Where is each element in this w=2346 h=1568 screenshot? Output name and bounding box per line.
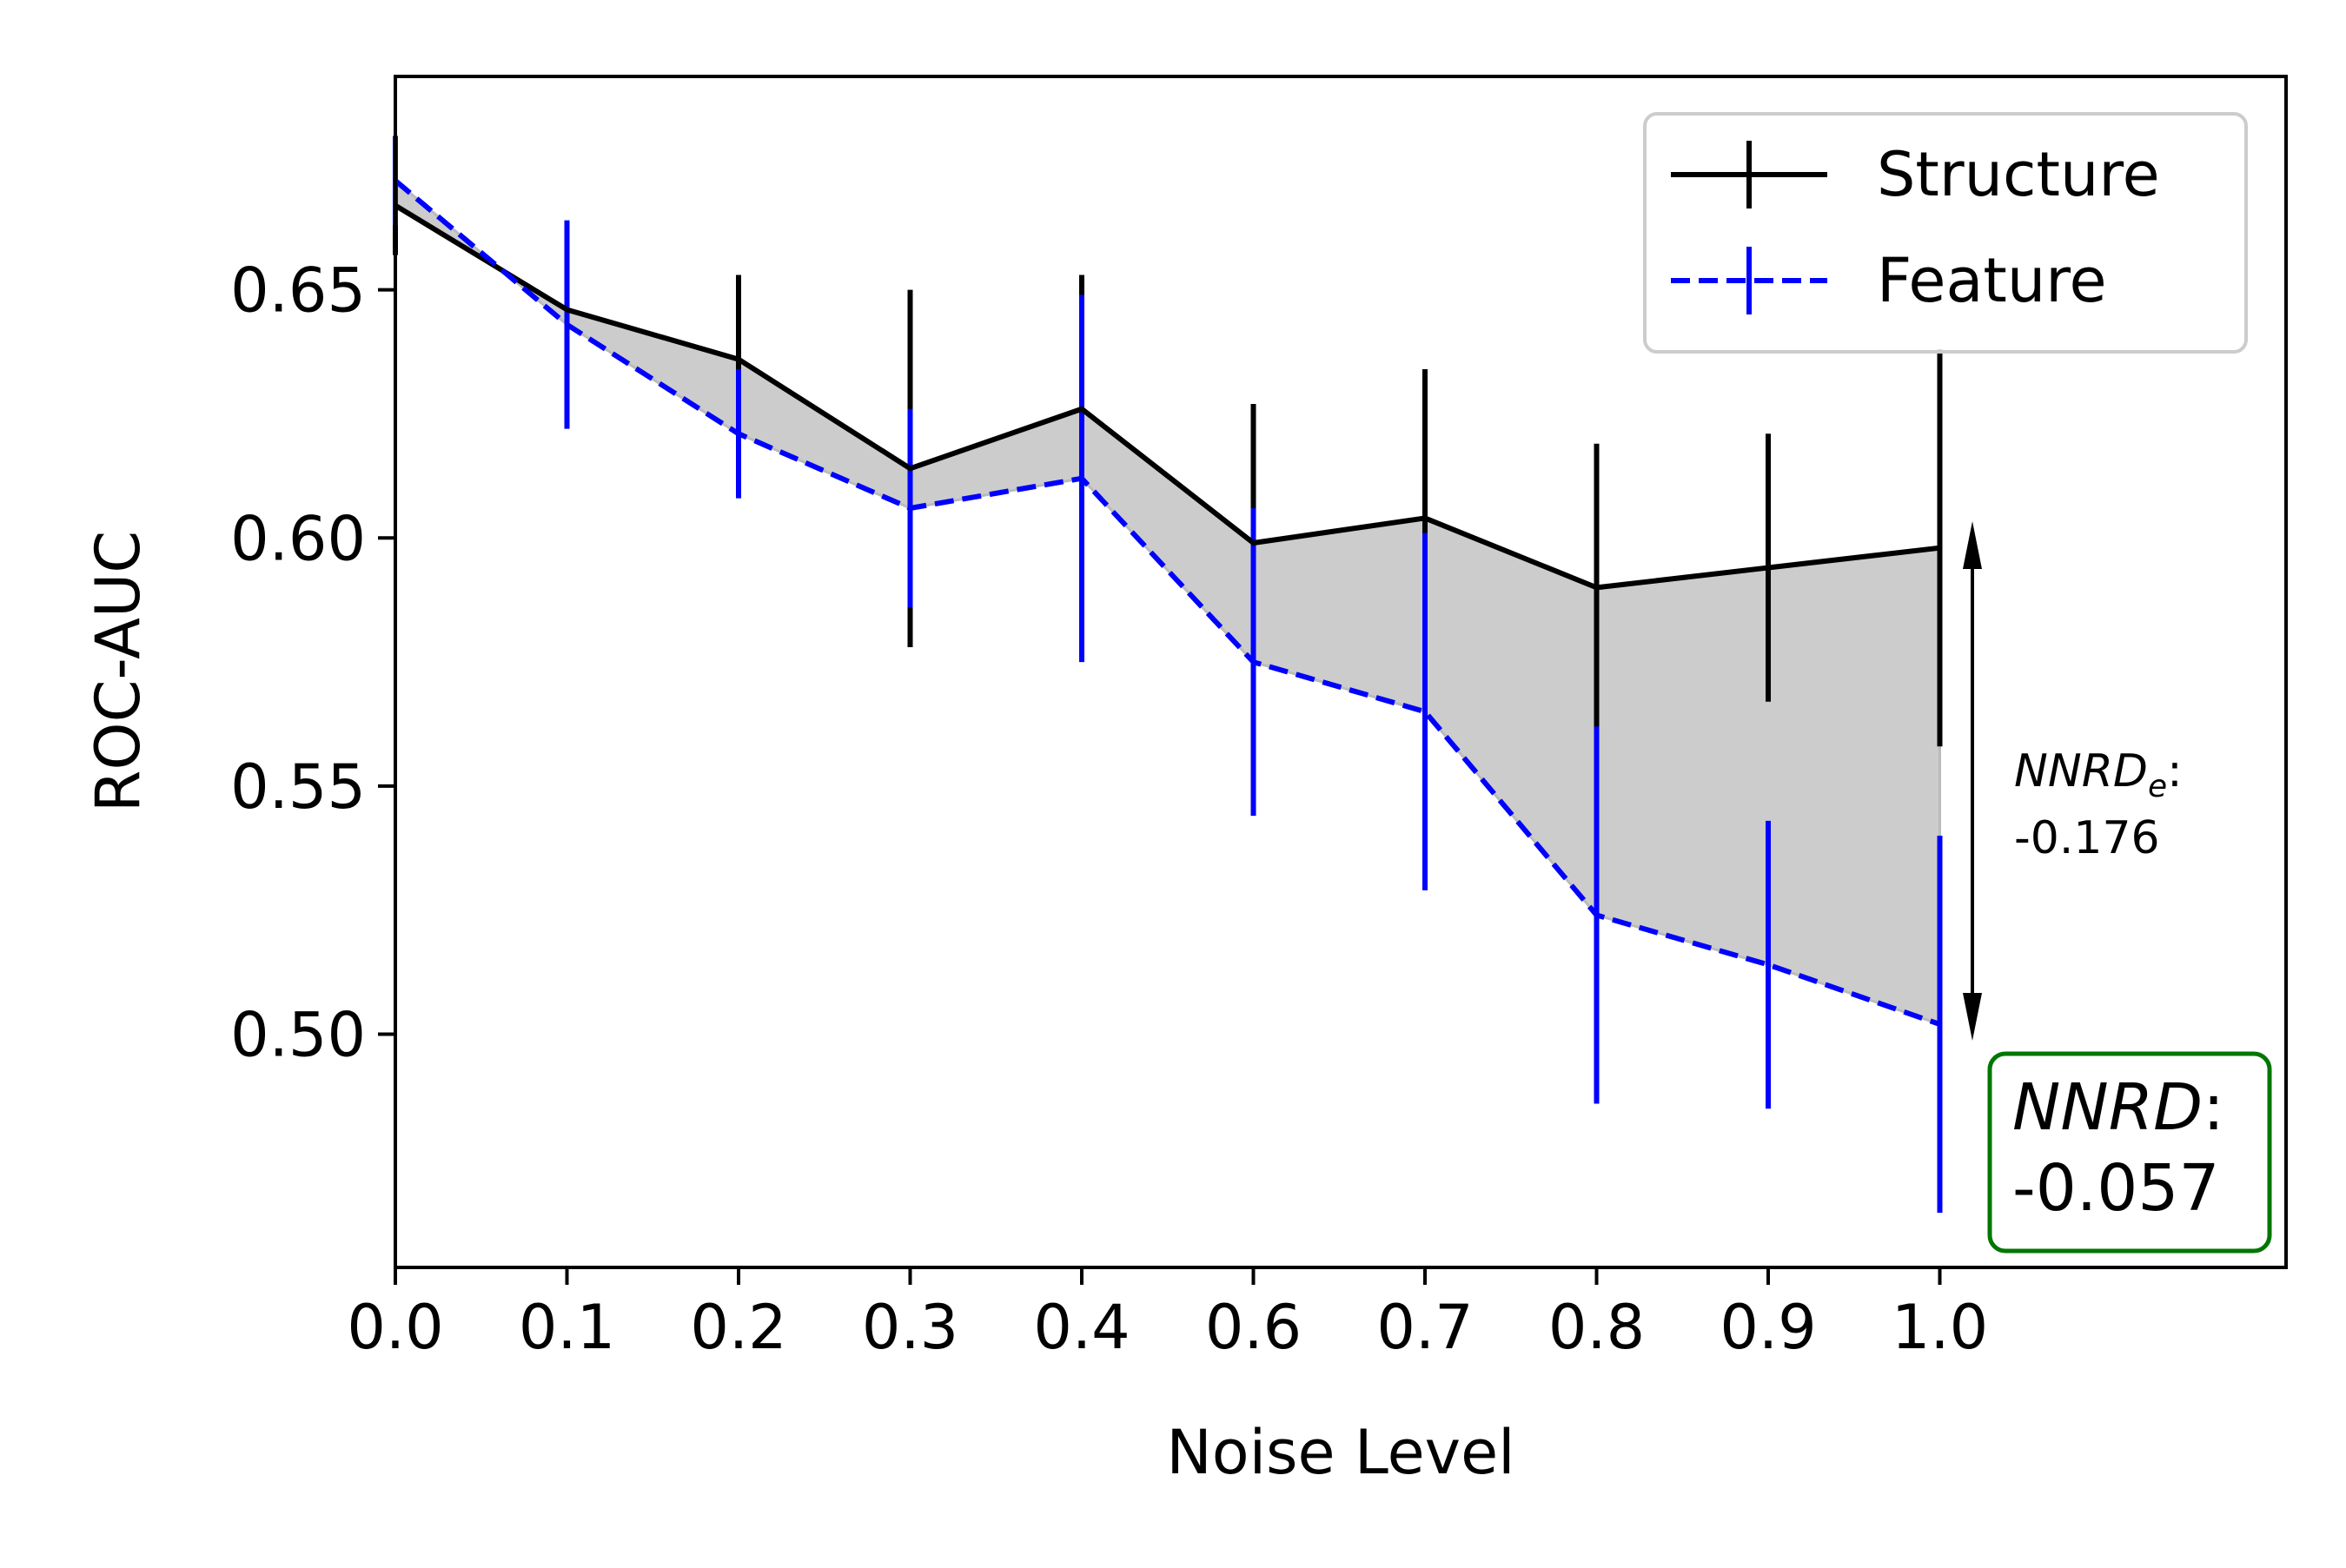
series-lines: [394, 178, 1941, 1027]
series-line-feature: [394, 178, 1941, 1027]
x-axis-ticks: 0.0 0.1 0.2 0.3 0.4 0.6 0.7 0.8 0.9 1.0: [347, 1267, 1988, 1363]
plot-frame: [394, 75, 2288, 1269]
x-tick-label: 0.2: [690, 1292, 786, 1363]
x-tick-label: 0.9: [1720, 1292, 1816, 1363]
x-tick-label: 0.0: [347, 1292, 443, 1363]
y-tick-label: 0.55: [230, 751, 366, 823]
series-line-structure: [394, 202, 1940, 591]
x-tick-label: 1.0: [1892, 1292, 1988, 1363]
legend: Structure Feature: [1643, 112, 2248, 354]
nnrd-colon: :: [2203, 1070, 2224, 1145]
nnrd-value: -0.057: [2012, 1151, 2220, 1226]
x-tick-label: 0.4: [1033, 1292, 1130, 1363]
y-axis-ticks: 0.50 0.55 0.60 0.65: [230, 255, 395, 1071]
legend-feature-label: Feature: [1877, 245, 2107, 316]
nnrd-box: [1987, 1051, 2272, 1254]
x-tick-label: 0.3: [862, 1292, 958, 1363]
x-tick-label: 0.6: [1205, 1292, 1302, 1363]
arrow-head-down: [1963, 993, 1982, 1041]
nnrd-e-label: NNRDe:: [2014, 745, 2183, 804]
nnrd-e-colon: :: [2167, 745, 2183, 797]
nnrd-annotation: NNRD: -0.057: [1987, 1051, 2272, 1254]
arrow-head-up: [1963, 521, 1982, 569]
nnrd-label: NNRD:: [2012, 1070, 2224, 1145]
x-tick-label: 0.7: [1376, 1292, 1473, 1363]
nnrd-e-arrow: [1963, 521, 1982, 1041]
x-axis-title: Noise Level: [1166, 1417, 1514, 1488]
nnrd-e-name: NNRD: [2014, 745, 2148, 797]
x-tick-label: 0.1: [519, 1292, 615, 1363]
nnrd-e-annotation: NNRDe: -0.176: [2014, 745, 2183, 864]
y-tick-label: 0.60: [230, 503, 366, 574]
y-tick-label: 0.65: [230, 255, 366, 327]
legend-structure-label: Structure: [1877, 139, 2160, 210]
y-tick-label: 0.50: [230, 1000, 366, 1071]
nnrd-name: NNRD: [2012, 1070, 2203, 1145]
x-tick-label: 0.8: [1548, 1292, 1645, 1363]
nnrd-e-value: -0.176: [2014, 812, 2160, 864]
nnrd-e-subscript: e: [2148, 769, 2167, 804]
y-axis-title: ROC-AUC: [83, 531, 154, 812]
